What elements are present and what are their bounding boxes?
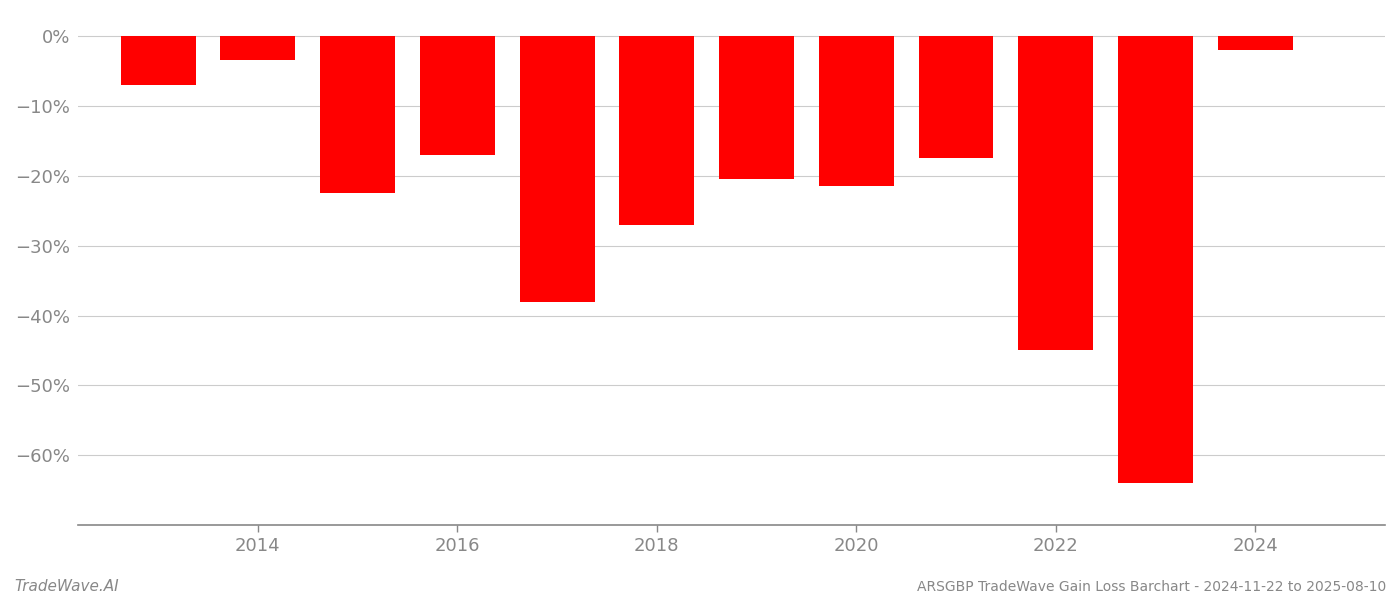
Bar bbox=[1018, 36, 1093, 350]
Bar bbox=[220, 36, 295, 61]
Bar bbox=[1119, 36, 1193, 483]
Bar bbox=[720, 36, 794, 179]
Bar bbox=[120, 36, 196, 85]
Bar bbox=[619, 36, 694, 224]
Bar bbox=[519, 36, 595, 302]
Text: TradeWave.AI: TradeWave.AI bbox=[14, 579, 119, 594]
Bar bbox=[321, 36, 395, 193]
Bar bbox=[918, 36, 994, 158]
Text: ARSGBP TradeWave Gain Loss Barchart - 2024-11-22 to 2025-08-10: ARSGBP TradeWave Gain Loss Barchart - 20… bbox=[917, 580, 1386, 594]
Bar bbox=[819, 36, 893, 186]
Bar bbox=[420, 36, 494, 155]
Bar bbox=[1218, 36, 1292, 50]
